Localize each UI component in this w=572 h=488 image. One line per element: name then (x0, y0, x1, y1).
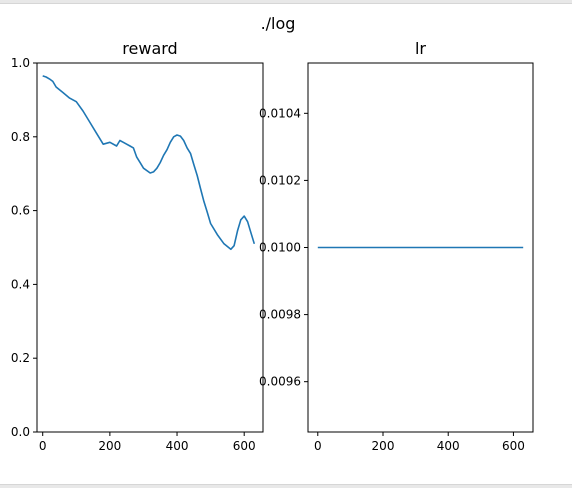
lr-chart-title: lr (415, 39, 426, 58)
lr-x-tick-label: 0 (314, 439, 322, 453)
reward-x-tick-label: 600 (233, 439, 256, 453)
window-bottom-border (0, 484, 572, 488)
reward-y-tick-label: 0.0 (11, 425, 30, 439)
reward-y-tick-label: 0.4 (11, 277, 30, 291)
lr-x-tick-label: 200 (372, 439, 395, 453)
lr-y-tick-label: 0.0104 (259, 106, 301, 120)
reward-x-tick-label: 200 (98, 439, 121, 453)
figure-suptitle: ./log (261, 14, 296, 33)
reward-y-tick-label: 0.2 (11, 351, 30, 365)
reward-x-tick-label: 400 (166, 439, 189, 453)
lr-y-tick-label: 0.0098 (259, 308, 301, 322)
lr-x-tick-label: 600 (502, 439, 525, 453)
reward-series-line (42, 75, 256, 251)
lr-x-tick-label: 400 (437, 439, 460, 453)
reward-chart-title: reward (122, 39, 177, 58)
lr-y-tick-label: 0.0100 (259, 241, 301, 255)
lr-y-tick-label: 0.0102 (259, 173, 301, 187)
reward-y-tick-label: 0.8 (11, 130, 30, 144)
reward-y-tick-label: 0.6 (11, 204, 30, 218)
lr-chart: lr 0 200 400 600 0.0096 0.0098 0.0100 0.0102 0.01… (259, 39, 534, 453)
lr-y-tick-label: 0.0096 (259, 375, 301, 389)
window-top-border (0, 0, 572, 4)
reward-x-tick-label: 0 (39, 439, 47, 453)
reward-chart: reward 0 200 400 600 0.0 0.2 0.4 0.6 0.8 1.0 (11, 39, 264, 453)
reward-y-tick-label: 1.0 (11, 56, 30, 70)
reward-plot-frame (36, 62, 264, 433)
